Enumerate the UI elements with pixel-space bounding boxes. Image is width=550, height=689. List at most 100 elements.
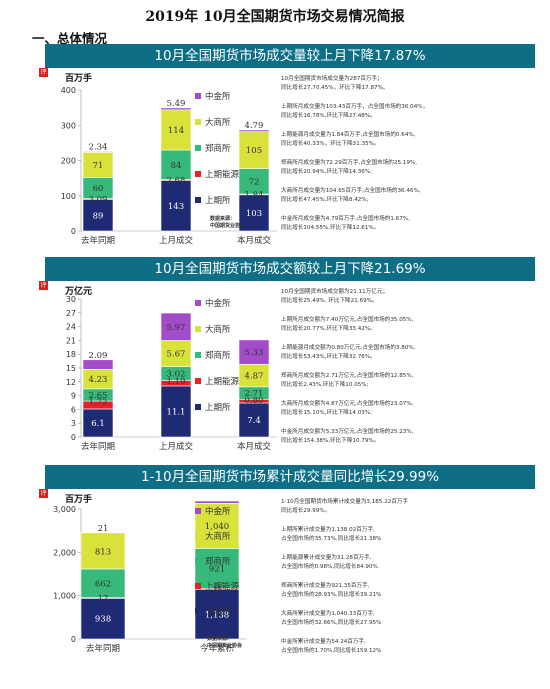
y-tick-label: 0	[71, 635, 76, 644]
bar-segment	[82, 152, 114, 178]
data-label: 2.34	[89, 143, 108, 153]
bar-segment	[194, 500, 240, 504]
data-label: 4.79	[245, 121, 264, 131]
y-tick-label: 21	[66, 336, 76, 345]
x-tick-label: 本月成交	[237, 441, 272, 452]
data-label: 813	[95, 547, 111, 557]
bar-segment	[160, 107, 192, 111]
bar-segment	[238, 129, 270, 132]
turnover-panel: 10月全国期货市场成交额较上月下降21.69% 评 万亿元 0 3 6 9 12 15 18…	[39, 257, 535, 457]
data-label: 114	[168, 126, 184, 136]
legend-swatch	[195, 404, 201, 410]
description-item: 中金所累计成交量为54.24百万手, 占全国市场的1.70%,同比增长159.1…	[281, 639, 382, 654]
legend-swatch	[195, 533, 201, 539]
bar-segment	[80, 532, 126, 535]
data-label: 0.80	[245, 396, 264, 406]
description-item: 上期能源月成交量为1.84百万手,占全国市场的0.64%, 同比增长40.33%…	[281, 132, 416, 147]
x-tick-label: 本月成交	[237, 235, 272, 246]
bar-segment	[194, 548, 240, 589]
unit-label: 百万手	[65, 495, 93, 505]
y-tick-label: 24	[66, 323, 76, 332]
data-label: 17	[98, 594, 109, 604]
data-label: 2.09	[89, 351, 108, 361]
x-tick-label: 去年同期	[81, 235, 115, 246]
legend-swatch	[195, 326, 201, 332]
legend-label: 郑商所	[205, 143, 231, 154]
legend-label: 上期能源	[205, 376, 240, 387]
legend-swatch	[195, 378, 201, 384]
description-list: 1-10月全国期货市场累计成交量为3,185.22百万手 同比增长29.99%。…	[281, 498, 531, 666]
data-label: 1.84	[245, 191, 264, 201]
data-label: 103	[246, 209, 262, 219]
legend-swatch	[195, 171, 201, 177]
data-label: 5.33	[245, 348, 264, 358]
data-label: 60	[93, 184, 104, 194]
bar-segment	[160, 180, 192, 232]
y-tick-label: 30	[66, 295, 76, 304]
description-item: 郑商所月成交量为72.29百万手,占全国市场的25.19%, 同比增长20.94…	[281, 160, 417, 175]
y-tick-label: 0	[71, 227, 76, 236]
data-label: 4.87	[245, 372, 264, 382]
legend-label: 中金所	[205, 298, 231, 309]
data-label: 21	[98, 524, 109, 534]
legend-swatch	[195, 119, 201, 125]
legend-swatch	[195, 145, 201, 151]
bar-segment	[238, 339, 270, 365]
data-label: 6.1	[91, 419, 105, 429]
description-item: 郑商所月成交额为2.71万亿元,占全国市场的12.85%, 同比增长2.43%,…	[281, 373, 414, 388]
description-item: 郑商所累计成交量为921.35百万手, 占全国市场的28.93%,同比增长39.…	[281, 583, 382, 598]
y-tick-label: 18	[66, 350, 76, 359]
description-item: 上期所累计成交量为1,138.02百万手, 占全国市场的35.73%,同比增长2…	[281, 527, 382, 542]
data-label: 5.67	[167, 350, 186, 360]
data-label: 5.49	[167, 99, 186, 109]
x-tick-label: 去年同期	[81, 441, 115, 452]
x-tick-label: 去年同期	[86, 643, 120, 654]
legend-swatch	[195, 300, 201, 306]
legend-label: 上期所	[205, 195, 231, 206]
y-tick-label: 6	[71, 405, 76, 414]
data-label: 2.65	[89, 391, 108, 401]
legend-label: 大商所	[205, 531, 231, 542]
bar-segment	[82, 359, 114, 370]
data-label: 143	[168, 202, 184, 212]
y-tick-label: 2,000	[53, 548, 76, 557]
data-label: 1.72	[89, 398, 108, 408]
data-label: 84	[171, 161, 182, 171]
monthly-turnover-chart: 0 3 6 9 12 15 18 21 24 27 30 6.1 1.722.65 4.23 2.09 去年同…	[66, 295, 277, 452]
x-tick-label: 上月成交	[159, 441, 194, 452]
bar-segment	[82, 408, 114, 438]
legend-label: 大商所	[205, 324, 231, 335]
bar-segment	[194, 503, 240, 549]
y-tick-label: 12	[66, 378, 76, 387]
panel-banner: 10月全国期货市场成交额较上月下降21.69%	[45, 257, 535, 281]
bar-segment	[194, 589, 240, 640]
data-label: 7.4	[247, 416, 261, 426]
data-label: 89	[93, 211, 104, 221]
data-label: 1.19	[167, 377, 186, 387]
legend-swatch	[195, 508, 201, 514]
data-label: 4.23	[89, 375, 108, 385]
description-item: 大商所月成交额为4.87万亿元,占全国市场的23.07%, 同比增长15.10%…	[281, 401, 414, 416]
data-label: 5.97	[167, 323, 186, 333]
unit-label: 百万手	[65, 74, 93, 84]
bar-segment	[160, 312, 192, 341]
y-tick-label: 300	[61, 121, 76, 130]
legend-label: 上期所	[205, 402, 231, 413]
badge-icon: 评	[39, 68, 48, 77]
y-tick-label: 3,000	[53, 505, 76, 514]
description-item: 中金所月成交量为4.79百万手,占全国市场的1.67%, 同比增长104.55%…	[281, 216, 410, 231]
bar-segment	[238, 168, 270, 195]
legend-swatch	[195, 352, 201, 358]
bar-segment	[80, 568, 126, 598]
description-item: 上期所月成交量为103.43百万手，占全国市场的36.04%， 同比增长16.7…	[281, 104, 429, 119]
description-item: 大商所月成交量为104.65百万手,占全国市场的36.46%, 同比增长47.4…	[281, 188, 421, 203]
description-item: 上期能源累计成交量为31.28百万手, 占全国市场的0.98%,同比增长84.9…	[281, 555, 378, 570]
legend-label: 郑商所	[205, 350, 231, 361]
cumulative-volume-chart: 0 1,000 2,000 3,000 938 17 662 813 21 去年同期 1,138 31…	[53, 500, 247, 654]
description-item: 1-10月全国期货市场累计成交量为3,185.22百万手 同比增长29.99%。	[281, 499, 409, 514]
legend-label: 上期所	[205, 606, 231, 617]
bar-segment	[238, 131, 270, 169]
description-item: 上期能源月成交额为0.80万亿元,占全国市场的3.80%, 同比增长53.43%…	[281, 345, 416, 360]
data-label: 105	[246, 146, 262, 156]
